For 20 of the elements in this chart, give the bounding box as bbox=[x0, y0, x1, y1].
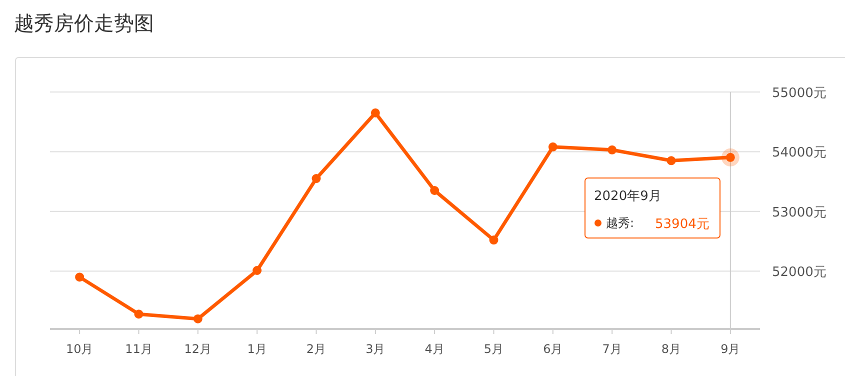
y-tick-label: 54000元 bbox=[772, 146, 826, 161]
x-tick-label: 11月 bbox=[125, 342, 152, 356]
x-tick-label: 4月 bbox=[424, 342, 444, 356]
x-tick-label: 9月 bbox=[720, 342, 740, 356]
annotation: 2020年9月 bbox=[594, 189, 662, 204]
x-tick-label: 7月 bbox=[602, 342, 622, 356]
x-tick-label: 1月 bbox=[247, 342, 267, 356]
x-tick-label: 12月 bbox=[184, 342, 212, 356]
x-tick-label: 2月 bbox=[306, 342, 326, 356]
annotation: 越秀: bbox=[606, 216, 634, 230]
x-tick-label: 8月 bbox=[661, 342, 682, 356]
x-tick-label: 5月 bbox=[484, 342, 504, 356]
chart-title: 越秀房价走势图 bbox=[14, 11, 154, 35]
y-tick-label: 52000元 bbox=[772, 265, 826, 280]
x-tick-label: 3月 bbox=[366, 342, 386, 356]
x-tick-label: 6月 bbox=[543, 342, 563, 356]
y-tick-label: 55000元 bbox=[772, 86, 826, 101]
x-tick-label: 10月 bbox=[66, 342, 94, 356]
y-tick-label: 53000元 bbox=[772, 205, 826, 220]
annotation: 53904元 bbox=[655, 217, 710, 232]
